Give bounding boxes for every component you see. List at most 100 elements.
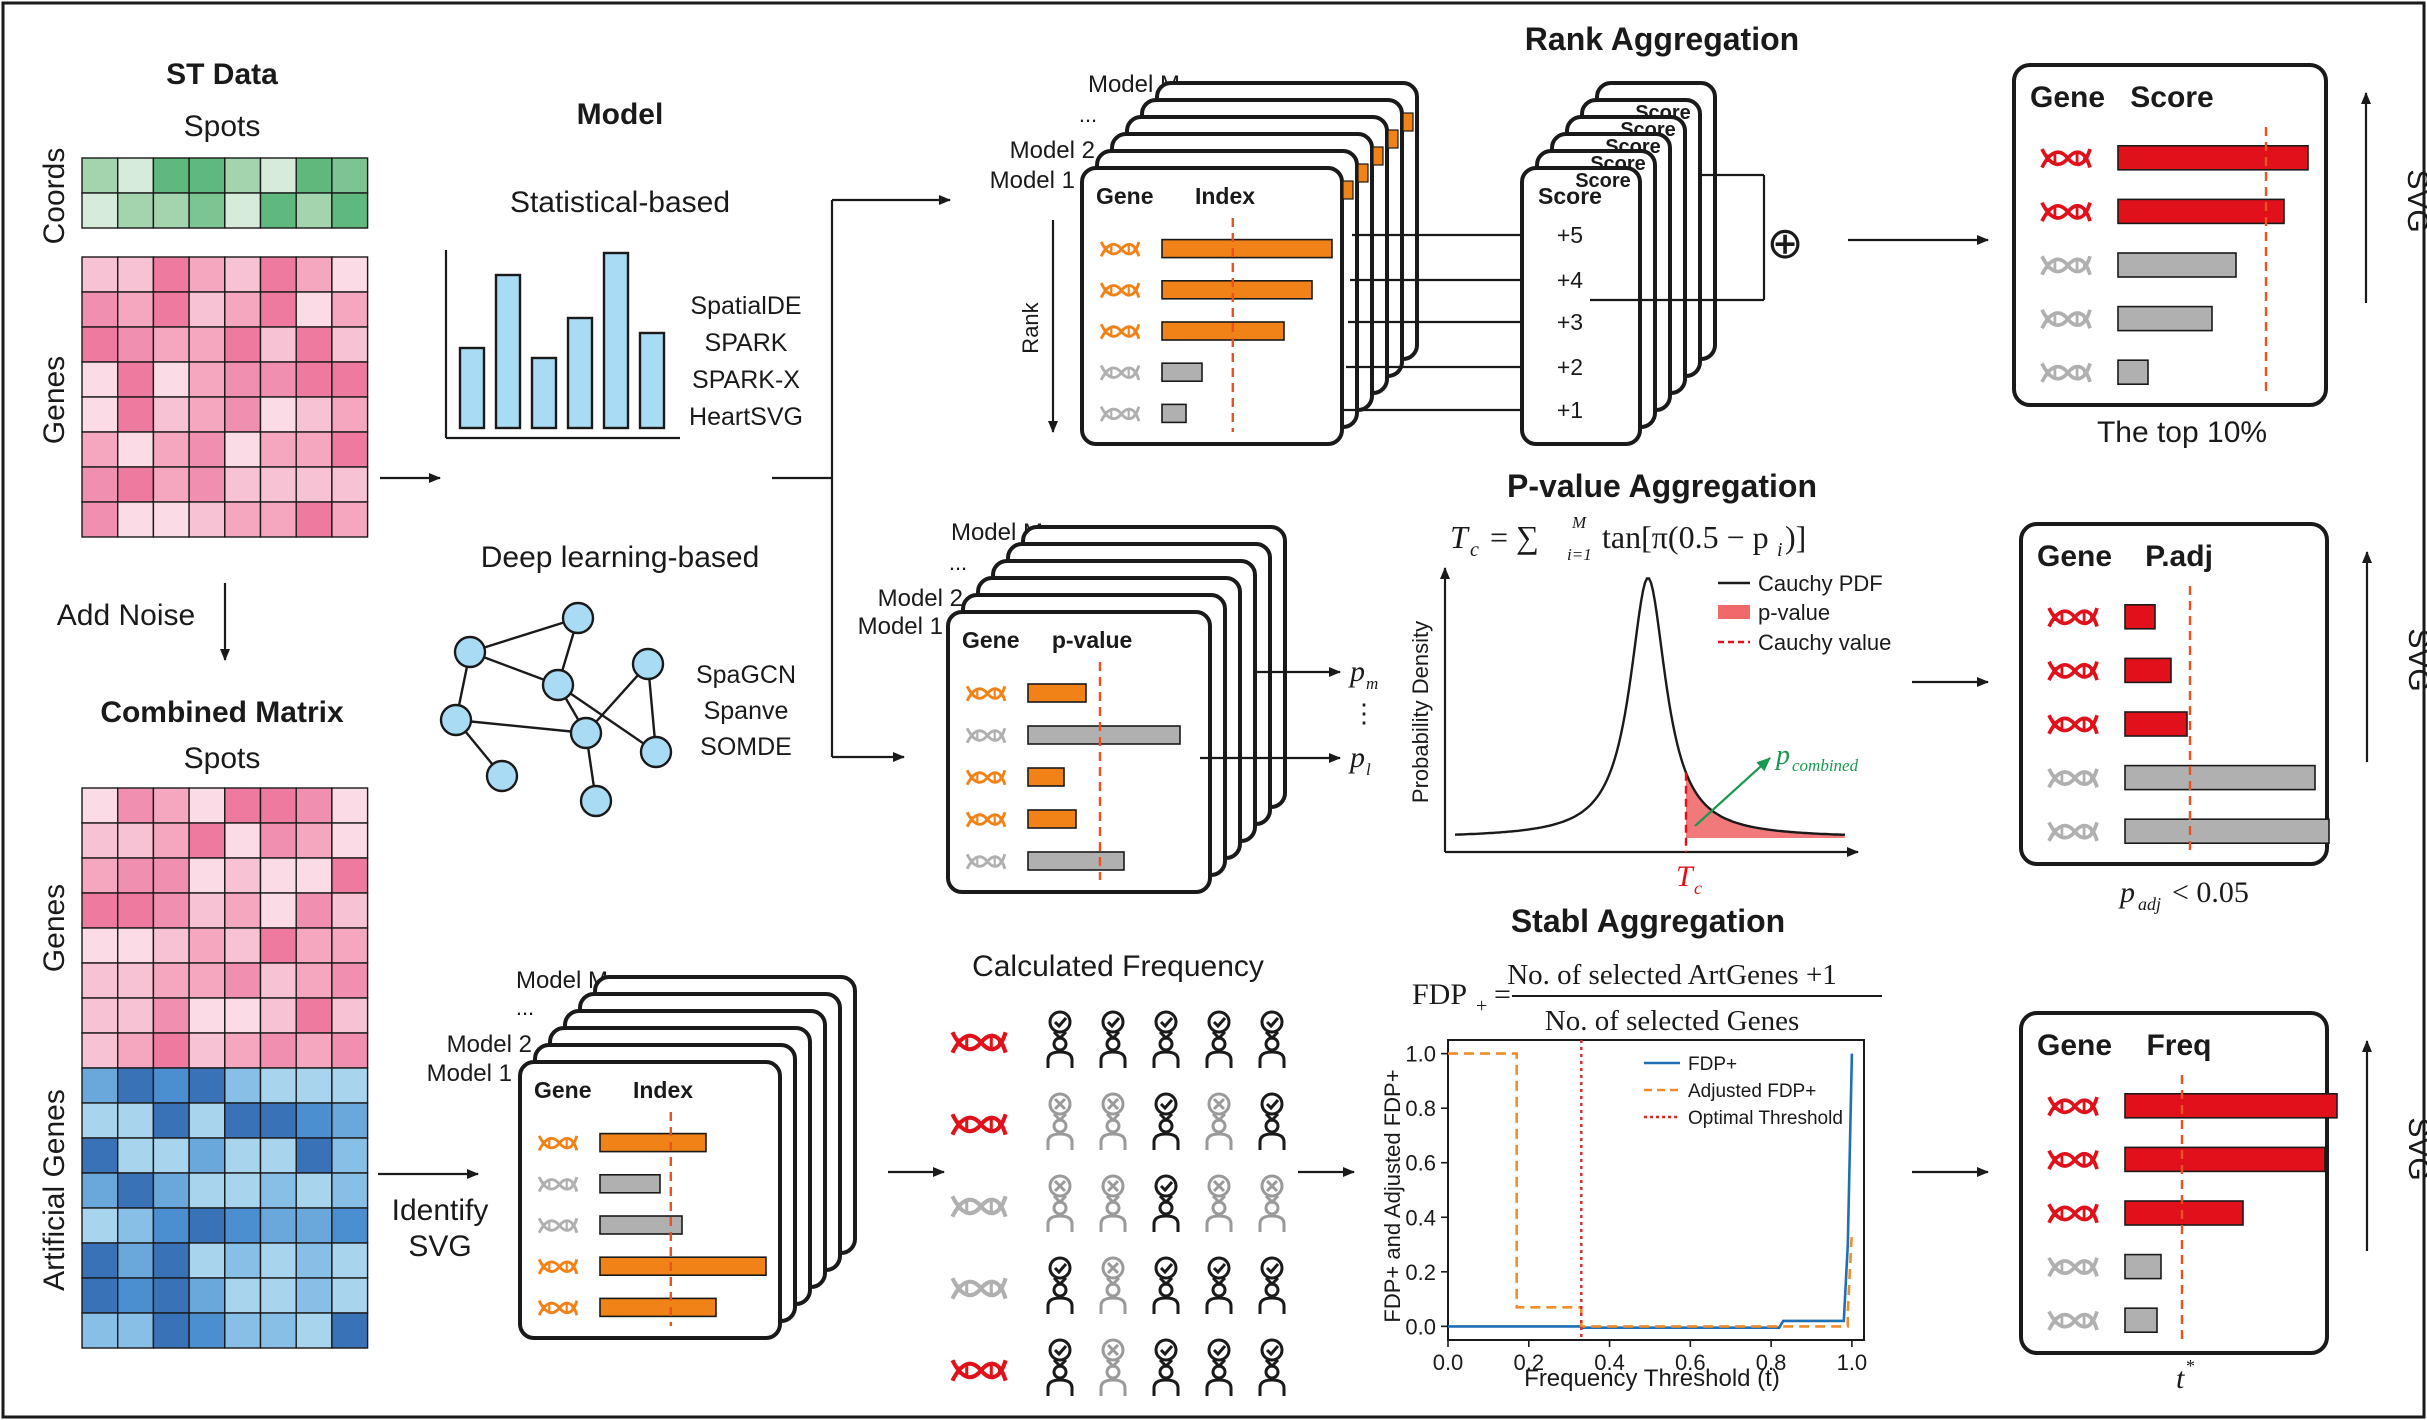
- gene-cell: [331, 466, 369, 503]
- gene-cell: [295, 256, 333, 293]
- gene-cell: [81, 1032, 119, 1069]
- padj-output-card: Gene P.adj SVG: [2019, 522, 2427, 866]
- gene-cell: [116, 787, 155, 824]
- freq-card-back: [518, 1060, 782, 1340]
- gene-cell: [331, 1032, 369, 1069]
- graph-node: [579, 784, 613, 818]
- gene-cell: [116, 857, 155, 894]
- rank-bar: [1161, 362, 1203, 383]
- fdp-lhs: FDP: [1412, 978, 1467, 1011]
- pvalue-model-stack: Model M ... Model 2 Model 1 Gene p-valuep…: [858, 519, 1378, 894]
- freq-value-header: Index: [633, 1077, 693, 1103]
- legend-pvalue-swatch: [1718, 605, 1750, 619]
- score-header-back: Score: [1575, 170, 1631, 192]
- score-header-back: Score: [1590, 153, 1646, 175]
- gene-cell: [188, 927, 226, 964]
- gene-cell: [295, 787, 333, 824]
- artificial-gene-cell: [116, 1277, 155, 1314]
- gene-cell: [81, 822, 119, 859]
- gene-cell: [224, 1032, 262, 1069]
- artificial-gene-cell: [116, 1172, 155, 1209]
- artificial-gene-cell: [81, 1067, 119, 1104]
- artificial-gene-cell: [152, 1137, 190, 1174]
- freq-dna-icon: [952, 1278, 1005, 1298]
- coord-cell: [188, 192, 226, 229]
- coord-cell: [116, 157, 155, 194]
- rank-front-card: Gene Index: [1096, 183, 1333, 432]
- gene-cell: [295, 822, 333, 859]
- coords-label: Coords: [38, 148, 71, 245]
- rank-card-back: [1080, 166, 1344, 446]
- artificial-gene-cell: [188, 1312, 226, 1349]
- selected-person-icon: [1258, 1092, 1286, 1152]
- freq-output-card-bar: [2124, 1200, 2244, 1226]
- gene-cell: [259, 857, 297, 894]
- fdp-ytick-label: 0.0: [1405, 1314, 1436, 1339]
- fdp-lhs-sub: +: [1476, 995, 1487, 1017]
- stat-method-4: HeartSVG: [689, 403, 803, 431]
- score-header-back: Score: [1635, 102, 1691, 124]
- gene-cell: [259, 431, 297, 468]
- selected-person-icon: [1046, 1256, 1074, 1316]
- gene-cell: [116, 962, 155, 999]
- gene-cell: [81, 361, 119, 398]
- unselected-person-icon: [1099, 1338, 1127, 1398]
- score-value: +2: [1557, 354, 1583, 380]
- gene-cell: [295, 857, 333, 894]
- freq-bar: [599, 1174, 661, 1194]
- gene-cell: [152, 361, 190, 398]
- padj-output-card-svg-label: SVG: [2402, 628, 2427, 691]
- gene-cell: [331, 361, 369, 398]
- gene-cell: [331, 396, 369, 433]
- graph-node: [639, 735, 673, 769]
- artificial-gene-cell: [259, 1312, 297, 1349]
- gene-cell: [81, 501, 119, 538]
- artificial-gene-cell: [331, 1312, 369, 1349]
- gene-cell: [152, 466, 190, 503]
- rank-aggregation-title: Rank Aggregation: [1525, 21, 1799, 57]
- formula-sum-bottom: i=1: [1567, 545, 1592, 564]
- selected-person-icon: [1099, 1010, 1127, 1070]
- rank-hidden-bar: [1402, 112, 1414, 132]
- artificial-gene-cell: [81, 1277, 119, 1314]
- pval-bar: [1027, 683, 1087, 703]
- gene-cell: [259, 822, 297, 859]
- selected-person-icon: [1152, 1092, 1180, 1152]
- gene-cell: [116, 822, 155, 859]
- score-output-card-bar: [2117, 305, 2213, 332]
- coord-cell: [152, 192, 190, 229]
- p-vdots: ⋮: [1351, 698, 1377, 728]
- artificial-genes-label: Artificial Genes: [38, 1089, 71, 1291]
- rank-bar: [1161, 238, 1333, 259]
- frequency-grid: [952, 1010, 1286, 1398]
- graph-node: [439, 703, 473, 737]
- bar-icon-bar: [530, 356, 558, 430]
- gene-cell: [152, 396, 190, 433]
- artificial-gene-cell: [259, 1137, 297, 1174]
- selected-person-icon: [1258, 1010, 1286, 1070]
- model-title: Model: [577, 98, 664, 131]
- gene-cell: [295, 326, 333, 363]
- rank-hidden-bar: [1372, 146, 1384, 166]
- rank-aggregation-panel: Rank Aggregation ScoreScoreScoreScoreSco…: [1520, 21, 1989, 446]
- output-cards: The top 10% p adj < 0.05 t * Gene Score SV…: [2012, 63, 2427, 1395]
- selected-person-icon: [1152, 1174, 1180, 1234]
- score-value: +4: [1557, 267, 1583, 293]
- gene-cell: [331, 892, 369, 929]
- padj-rest: < 0.05: [2172, 876, 2249, 909]
- gene-cell: [116, 1032, 155, 1069]
- pval-bar: [1027, 725, 1181, 745]
- artificial-gene-cell: [188, 1172, 226, 1209]
- artificial-gene-cell: [188, 1102, 226, 1139]
- stat-method-2: SPARK: [705, 329, 788, 357]
- artificial-gene-cell: [331, 1067, 369, 1104]
- fdp-ytick-label: 0.8: [1405, 1096, 1436, 1121]
- gene-cell: [152, 291, 190, 328]
- gene-cell: [116, 291, 155, 328]
- freq-output-card-bar: [2124, 1307, 2158, 1333]
- artificial-gene-cell: [152, 1277, 190, 1314]
- gene-cell: [259, 927, 297, 964]
- gene-cell: [81, 466, 119, 503]
- cauchy-formula: T c = ∑ M i=1 tan[π(0.5 − p i )]: [1450, 513, 1806, 564]
- freq-output-card-value-header: Freq: [2146, 1029, 2211, 1062]
